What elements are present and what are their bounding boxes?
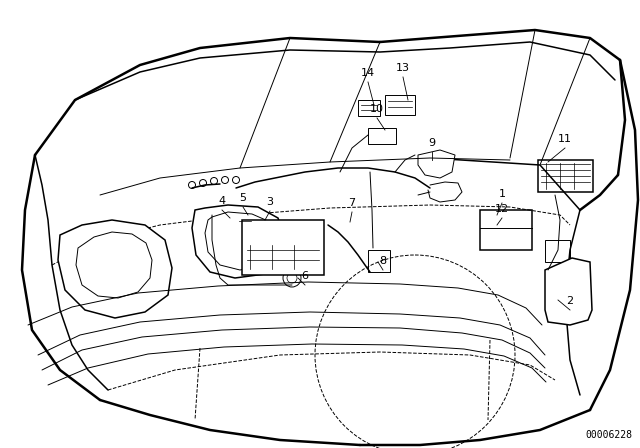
Polygon shape [58,220,172,318]
Bar [385,95,415,115]
Polygon shape [545,258,592,325]
Bar [286,222,304,240]
Text: 00006228: 00006228 [585,430,632,440]
Polygon shape [242,220,324,275]
Bar [212,215,234,240]
Bar [244,222,264,240]
Text: 12: 12 [495,204,509,214]
Text: 7: 7 [348,198,356,208]
Circle shape [283,269,301,287]
Polygon shape [192,205,285,278]
Text: 14: 14 [361,68,375,78]
Circle shape [232,177,239,184]
Circle shape [287,273,297,283]
Bar [538,160,593,192]
Bar [244,242,322,272]
Text: 6: 6 [301,271,308,281]
Text: 4: 4 [218,196,225,206]
Text: 3: 3 [266,197,273,207]
Polygon shape [205,212,276,270]
Text: 11: 11 [558,134,572,144]
Circle shape [211,177,218,185]
Polygon shape [418,150,455,178]
Circle shape [221,177,228,184]
Bar [358,100,380,116]
Text: 5: 5 [239,193,246,203]
Text: 2: 2 [566,296,573,306]
Polygon shape [76,232,152,298]
Text: 1: 1 [499,189,506,199]
Bar [368,250,390,272]
Bar [545,240,570,262]
Text: 10: 10 [370,104,384,114]
Text: 8: 8 [380,256,387,266]
Bar [265,222,285,240]
Circle shape [200,180,207,186]
Bar [236,213,254,231]
Bar [368,128,396,144]
Bar [480,210,532,250]
Circle shape [189,181,195,189]
Text: 9: 9 [428,138,436,148]
Text: 13: 13 [396,63,410,73]
